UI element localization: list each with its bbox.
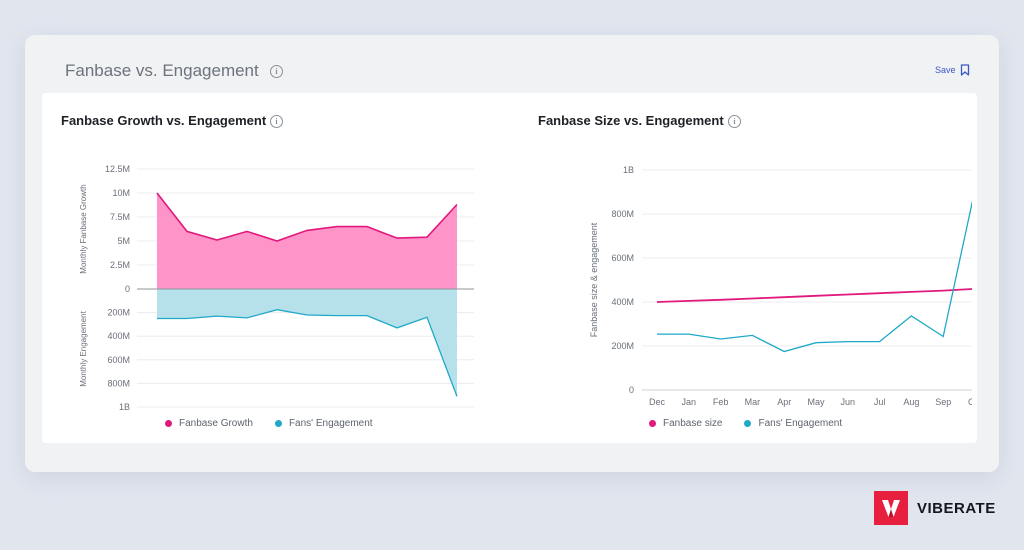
fanbase-size-line (656, 288, 972, 303)
viberate-logo: VIBERATE (874, 491, 996, 525)
info-icon[interactable]: i (728, 115, 741, 128)
legend-item[interactable]: Fans' Engagement (274, 418, 373, 429)
engagement-line (157, 309, 458, 397)
card-title: Fanbase vs. Engagement (65, 61, 259, 80)
x-tick-label: Oct (968, 397, 972, 407)
save-button[interactable]: Save (935, 64, 970, 76)
y-tick-label: 0 (629, 385, 634, 395)
y-tick-label: 10M (112, 188, 130, 198)
x-tick-label: Jan (682, 397, 697, 407)
x-tick-label: Jul (874, 397, 886, 407)
fanbase-growth-line (156, 192, 458, 242)
brand-name: VIBERATE (917, 499, 996, 517)
y-tick-label: 400M (611, 297, 634, 307)
y-tick-label: 7.5M (110, 212, 130, 222)
legend-dot (165, 420, 172, 427)
y-tick-label: 600M (611, 253, 634, 263)
legend-label: Fanbase Growth (179, 418, 253, 429)
size-engagement-chart: 0 200M 400M 600M 800M 1B Dec Jan Feb Mar Apr May Jun… (589, 165, 972, 407)
right-chart-title: Fanbase Size vs. Engagement (538, 113, 724, 128)
legend-dot (649, 420, 656, 427)
right-chart-legend: Fanbase size Fans' Engagement (649, 418, 842, 429)
info-icon[interactable]: i (270, 65, 283, 78)
y-tick-label: 600M (107, 355, 130, 365)
fanbase-engagement-card: Fanbase vs. Engagement i Save Fanbase Gr… (25, 35, 999, 472)
y-tick-label: 200M (611, 341, 634, 351)
legend-label: Fans' Engagement (288, 418, 373, 429)
left-chart-legend: Fanbase Growth Fans' Engagement (165, 418, 373, 429)
info-icon[interactable]: i (270, 115, 283, 128)
legend-label: Fanbase size (663, 418, 723, 429)
legend-label: Fans' Engagement (758, 418, 843, 429)
x-tick-label: Dec (649, 397, 666, 407)
x-tick-label: Jun (841, 397, 856, 407)
x-tick-label: Feb (713, 397, 729, 407)
growth-engagement-chart: 12.5M 10M 7.5M 5M 2.5M 0 200M 400M 600M 800M 1B Mon… (79, 164, 474, 412)
y-tick-label: 200M (107, 308, 130, 318)
x-tick-label: Aug (903, 397, 919, 407)
engagement-area (157, 289, 457, 397)
y-axis-label: Fanbase size & engagement (589, 222, 599, 337)
legend-item[interactable]: Fanbase size (649, 418, 722, 429)
y-tick-label: 5M (117, 236, 130, 246)
y-tick-label: 400M (107, 331, 130, 341)
save-label: Save (935, 65, 956, 75)
y-tick-label: 0 (125, 284, 130, 294)
y-axis-label-top: Monthly Fanbase Growth (79, 184, 88, 273)
bookmark-icon (960, 64, 969, 76)
y-axis-label-bottom: Monthly Engagement (79, 310, 88, 386)
x-tick-label: Mar (745, 397, 761, 407)
y-tick-label: 12.5M (105, 164, 130, 174)
y-tick-label: 800M (107, 378, 130, 388)
x-tick-label: May (807, 397, 825, 407)
legend-dot (274, 420, 282, 427)
y-tick-label: 1B (623, 165, 634, 175)
legend-item[interactable]: Fans' Engagement (744, 418, 842, 429)
engagement-line (657, 200, 972, 353)
charts-panel: Fanbase Growth vs. Engagement i Fanbase … (42, 93, 977, 443)
legend-item[interactable]: Fanbase Growth (165, 418, 253, 429)
y-tick-label: 2.5M (110, 260, 130, 270)
x-tick-label: Apr (777, 397, 791, 407)
legend-dot (744, 420, 752, 427)
left-chart-title: Fanbase Growth vs. Engagement (61, 113, 267, 128)
x-tick-label: Sep (935, 397, 951, 407)
viberate-logo-mark (874, 491, 908, 525)
y-tick-label: 1B (119, 402, 130, 412)
fanbase-growth-area (157, 193, 457, 289)
y-tick-label: 800M (611, 209, 634, 219)
